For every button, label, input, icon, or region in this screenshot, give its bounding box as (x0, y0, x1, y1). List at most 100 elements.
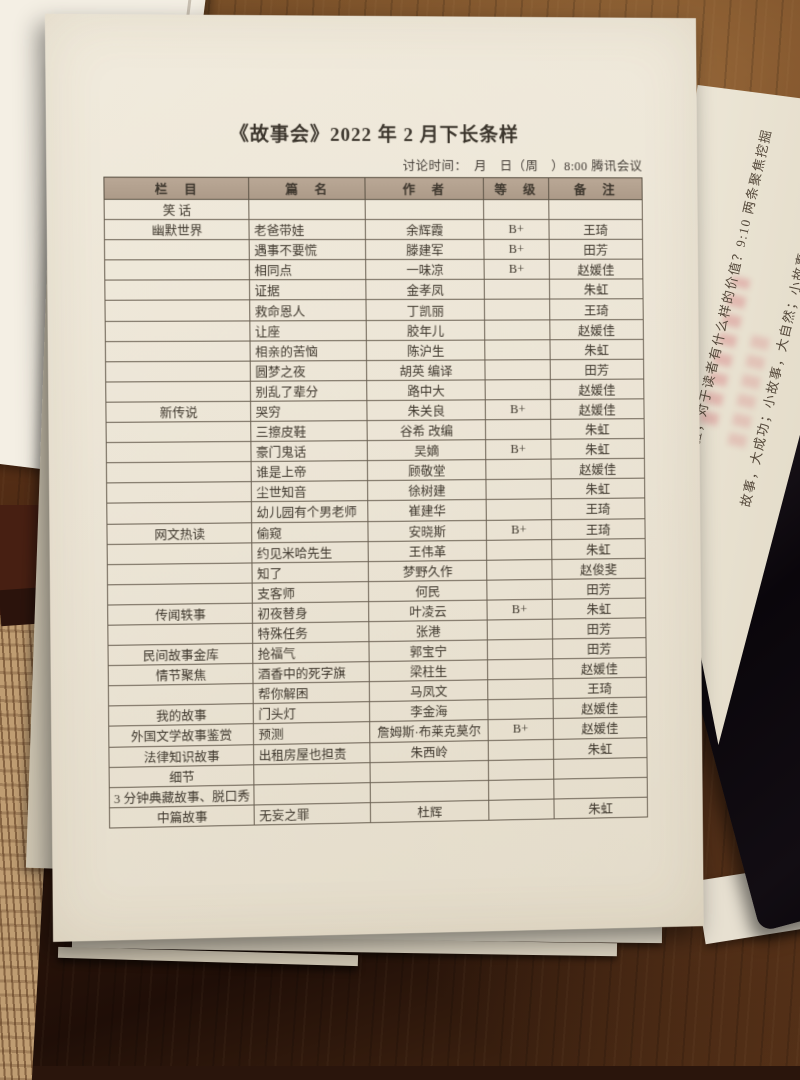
cell-remark: 朱虹 (551, 478, 645, 499)
cell-author: 路中大 (367, 380, 485, 401)
cell-remark: 朱虹 (550, 419, 644, 440)
cell-column: 我的故事 (109, 704, 254, 727)
cell-title: 圆梦之夜 (251, 360, 367, 381)
cell-author: 陈沪生 (367, 340, 485, 361)
cell-title: 尘世知音 (252, 481, 368, 502)
cell-column: 网文热读 (107, 522, 252, 544)
table-row: 让座 胶年儿 赵媛佳 (105, 319, 643, 341)
cell-column (106, 381, 251, 402)
cell-title: 相亲的苦恼 (250, 340, 366, 361)
cell-title: 特殊任务 (253, 622, 369, 644)
cell-title: 老爸带娃 (249, 220, 365, 240)
cell-column (107, 502, 252, 524)
cell-author: 张港 (369, 620, 487, 642)
table-row: 救命恩人 丁凯丽 王琦 (105, 299, 643, 321)
cell-author: 丁凯丽 (366, 300, 484, 320)
cell-grade: B+ (484, 240, 549, 260)
cell-author: 胶年儿 (366, 320, 484, 341)
cell-title: 无妄之罪 (254, 802, 370, 824)
cell-column: 幽默世界 (104, 220, 249, 240)
discussion-time-line: 讨论时间： 月 日（周 ）8:00 腾讯会议 (103, 154, 642, 174)
table-header: 栏 目 篇 名 作 者 等 级 备 注 (104, 177, 642, 200)
cell-column: 3 分钟典藏故事、脱口秀 (109, 785, 254, 808)
main-document-sheet: 《故事会》2022 年 2 月下长条样 讨论时间： 月 日（周 ）8:00 腾讯… (45, 14, 704, 942)
cell-title (249, 199, 365, 219)
cell-remark: 田芳 (550, 359, 644, 379)
cell-author: 郭宝宁 (369, 640, 487, 662)
table-row: 遇事不要慌 滕建军 B+ 田芳 (104, 239, 642, 260)
cell-author: 李金海 (370, 700, 488, 722)
cell-grade (486, 459, 551, 480)
cell-remark: 赵媛佳 (549, 259, 643, 279)
proof-table: 栏 目 篇 名 作 者 等 级 备 注 笑 话 幽默世界 老爸带娃 余辉霞 B+… (103, 177, 648, 829)
document-content: 《故事会》2022 年 2 月下长条样 讨论时间： 月 日（周 ）8:00 腾讯… (45, 14, 704, 942)
cell-grade (486, 539, 551, 560)
col-header-author: 作 者 (365, 177, 483, 199)
cell-grade: B+ (487, 599, 552, 620)
cell-remark: 王琦 (551, 498, 645, 519)
cell-title: 帮你解困 (253, 682, 369, 704)
cell-title: 支客师 (253, 581, 369, 603)
cell-title: 别乱了辈分 (251, 380, 367, 401)
col-header-grade: 等 级 (483, 178, 548, 200)
cell-grade (487, 639, 552, 660)
cell-column (107, 563, 252, 585)
col-header-column: 栏 目 (104, 177, 249, 199)
cell-grade (486, 499, 551, 520)
cell-author: 詹姆斯·布莱克莫尔 (370, 720, 488, 742)
cell-column: 细节 (109, 764, 254, 787)
cell-grade (485, 419, 550, 439)
cell-column (105, 341, 250, 362)
cell-title: 三擦皮鞋 (251, 421, 367, 442)
cell-grade (487, 559, 552, 580)
cell-title: 哭穷 (251, 401, 367, 422)
col-header-title: 篇 名 (249, 177, 365, 199)
cell-author: 梦野久作 (369, 560, 487, 581)
table-body: 笑 话 幽默世界 老爸带娃 余辉霞 B+ 王琦 遇事不要慌 滕建军 B+ 田芳 … (104, 199, 647, 828)
cell-remark (549, 200, 643, 220)
cell-grade (484, 299, 549, 319)
cell-remark (553, 757, 647, 779)
cell-author: 梁柱生 (369, 660, 487, 682)
cell-grade (488, 679, 553, 700)
cell-column: 情节聚焦 (108, 664, 253, 686)
cell-column: 民间故事金库 (108, 643, 253, 665)
cell-title: 偷窥 (252, 521, 368, 542)
cell-remark: 赵媛佳 (553, 697, 647, 719)
cell-remark: 田芳 (552, 578, 646, 599)
cell-grade (488, 759, 553, 780)
cell-grade: B+ (486, 519, 551, 540)
cell-grade (484, 280, 549, 300)
cell-column (107, 583, 252, 605)
cell-remark: 朱虹 (551, 538, 645, 559)
cell-remark: 田芳 (552, 638, 646, 659)
table-row: 笑 话 (104, 199, 642, 219)
cell-author: 余辉霞 (366, 220, 484, 240)
cell-column: 外国文学故事鉴赏 (109, 724, 254, 747)
cell-grade: B+ (484, 260, 549, 280)
table-row: 相同点 一味凉 B+ 赵媛佳 (105, 259, 643, 280)
cell-title: 预测 (254, 722, 370, 744)
cell-title: 酒香中的死字旗 (253, 662, 369, 684)
photo-scene: { "document": { "title": "《故事会》2022 年 2 … (0, 0, 800, 1066)
cell-grade (487, 579, 552, 600)
cell-remark: 赵媛佳 (550, 379, 644, 399)
table-row: 相亲的苦恼 陈沪生 朱虹 (105, 339, 643, 362)
cell-title: 相同点 (250, 260, 366, 280)
table-row: 证据 金孝凤 朱虹 (105, 279, 643, 300)
cell-grade: B+ (488, 719, 553, 740)
cell-title: 救命恩人 (250, 300, 366, 321)
cell-author (365, 199, 483, 219)
cell-remark (554, 777, 648, 799)
cell-column (108, 623, 253, 645)
cell-column (106, 442, 251, 463)
cell-title: 约见米哈先生 (252, 541, 368, 562)
cell-remark: 朱虹 (549, 279, 643, 299)
cell-remark: 朱虹 (552, 598, 646, 619)
cell-column (105, 321, 250, 342)
cell-grade (489, 799, 554, 820)
table-row: 幽默世界 老爸带娃 余辉霞 B+ 王琦 (104, 220, 642, 240)
cell-grade: B+ (485, 439, 550, 460)
cell-title: 证据 (250, 280, 366, 300)
col-header-remark: 备 注 (548, 178, 642, 200)
